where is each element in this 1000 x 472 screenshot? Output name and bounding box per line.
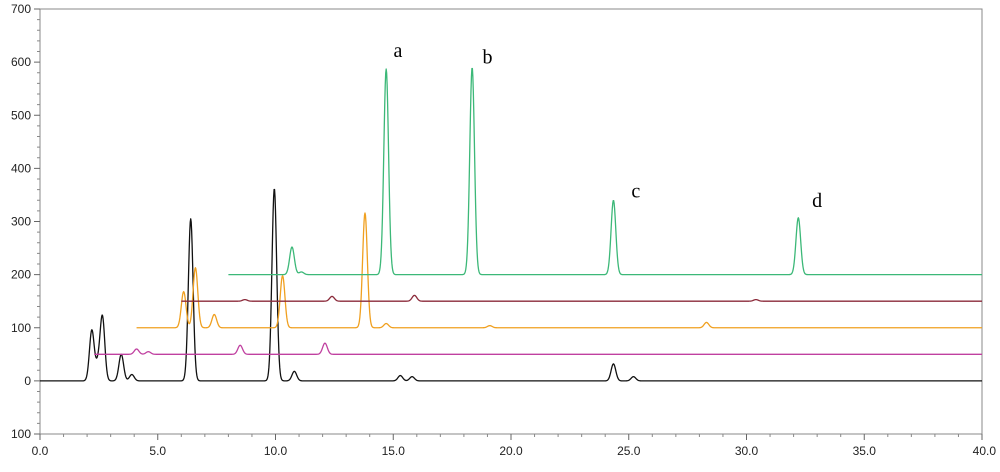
x-tick-label: 5.0: [149, 444, 166, 458]
y-tick-label: 400: [11, 161, 31, 175]
plot-area: [39, 8, 983, 435]
y-tick-label: 0: [24, 374, 31, 388]
series-line-3: [136, 212, 983, 329]
axis-labels: 100 0 100 200 300 400 500 600 700 0.0 5.0 10.0 15.0 2…: [11, 2, 996, 458]
peak-label-b: b: [482, 47, 492, 69]
x-tick-label: 35.0: [853, 444, 877, 458]
peak-label-a: a: [394, 40, 403, 62]
axis-ticks: [34, 8, 983, 440]
peak-annotations: a b c d: [394, 40, 823, 212]
x-tick-label: 0.0: [32, 444, 49, 458]
peak-label-c: c: [631, 181, 640, 203]
x-tick-label: 25.0: [617, 444, 641, 458]
y-tick-label: 500: [11, 108, 31, 122]
y-tick-label: 700: [11, 2, 31, 16]
x-tick-label: 10.0: [264, 444, 288, 458]
x-tick-label: 40.0: [973, 444, 997, 458]
series-line-2: [93, 342, 983, 355]
series-line-1: [39, 188, 983, 382]
y-tick-label: 100: [11, 427, 31, 441]
x-tick-label: 30.0: [735, 444, 759, 458]
peak-label-d: d: [812, 190, 822, 212]
y-tick-label: 600: [11, 55, 31, 69]
y-tick-label: 200: [11, 268, 31, 282]
x-tick-label: 15.0: [382, 444, 406, 458]
y-tick-label: 300: [11, 215, 31, 229]
series-line-4: [181, 294, 983, 302]
series-lines: [39, 67, 983, 382]
y-tick-label: 100: [11, 321, 31, 335]
series-line-5: [228, 67, 983, 276]
x-tick-label: 20.0: [499, 444, 523, 458]
